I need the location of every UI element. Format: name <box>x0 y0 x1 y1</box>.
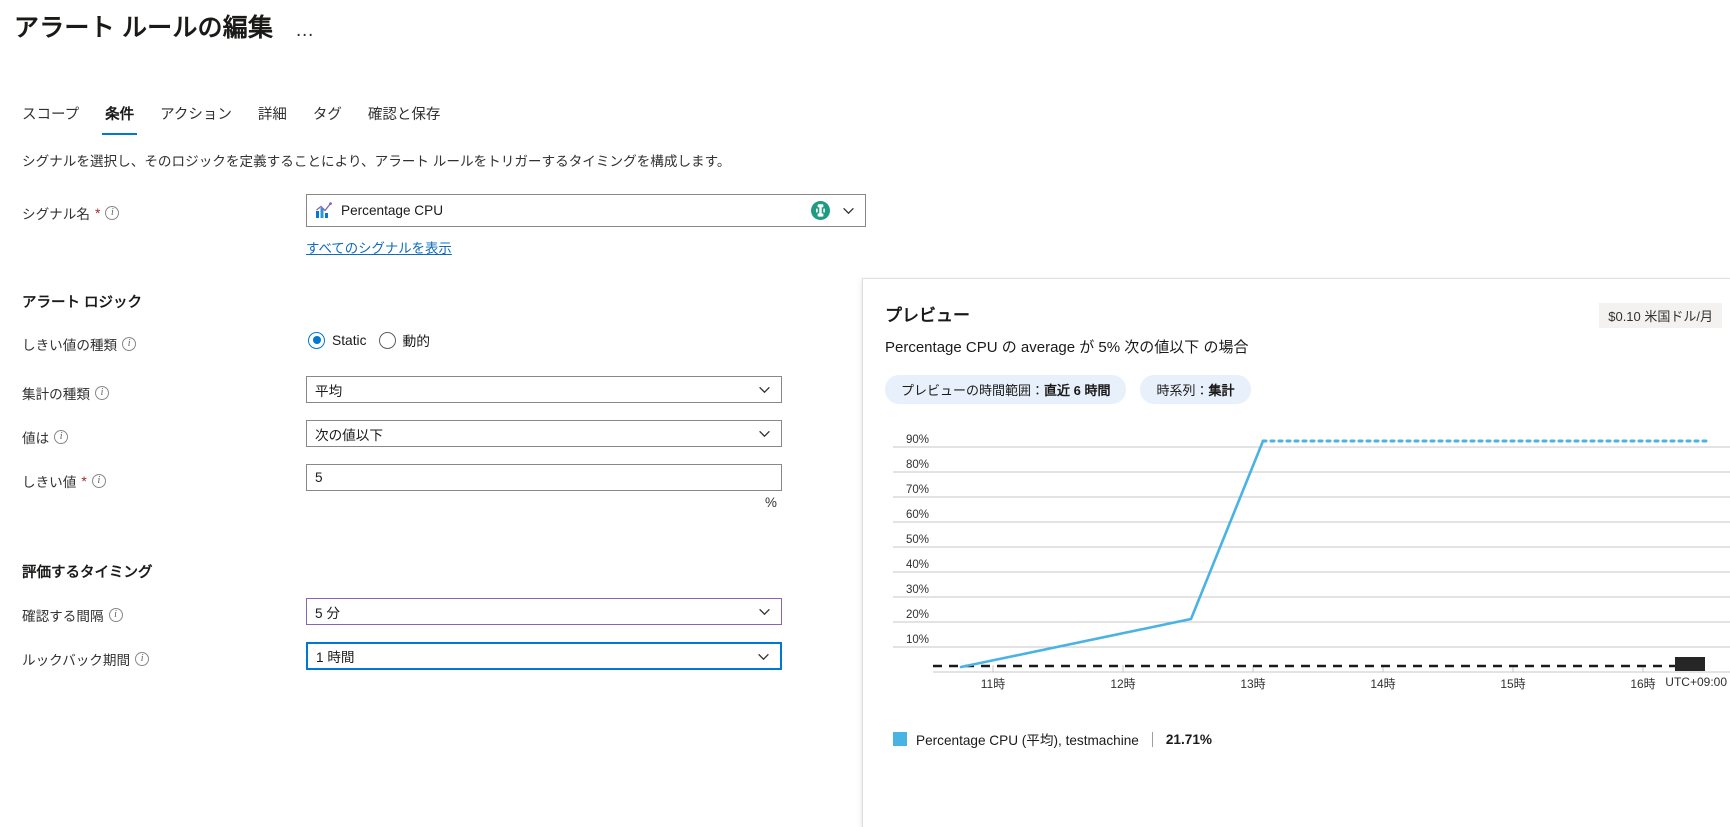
preview-panel: プレビュー $0.10 米国ドル/月 Percentage CPU の aver… <box>862 278 1730 827</box>
x-tick-label: 11時 <box>980 677 1006 691</box>
svg-text:20%: 20% <box>906 609 929 621</box>
x-tick-label: 14時 <box>1370 677 1396 691</box>
chip-time-range-value: 直近 6 時間 <box>1044 383 1111 398</box>
operator-value: 次の値以下 <box>315 427 383 443</box>
chip-time-series[interactable]: 時系列：集計 <box>1140 375 1251 404</box>
page-title: アラート ルールの編集 <box>14 14 274 42</box>
page-header: アラート ルールの編集 … <box>14 8 319 44</box>
required-asterisk: * <box>81 473 87 489</box>
threshold-value-input[interactable]: 5 <box>306 464 782 491</box>
tab-bar: スコープ 条件 アクション 詳細 タグ 確認と保存 <box>22 103 453 135</box>
x-tick-label: 12時 <box>1110 677 1136 691</box>
chevron-down-icon[interactable] <box>839 202 857 220</box>
x-tick-label: 16時 <box>1630 677 1656 691</box>
svg-text:30%: 30% <box>906 584 929 596</box>
svg-text:40%: 40% <box>906 559 929 571</box>
threshold-value-label: しきい値 * i <box>22 471 106 491</box>
chip-time-series-prefix: 時系列： <box>1156 383 1209 398</box>
threshold-value-text: 5 <box>315 470 323 485</box>
bar-chart-icon <box>315 202 332 219</box>
tab-scope[interactable]: スコープ <box>22 107 80 123</box>
alert-logic-heading: アラート ロジック <box>22 295 143 311</box>
preview-chips: プレビューの時間範囲：直近 6 時間 時系列：集計 <box>885 375 1251 404</box>
chevron-down-icon[interactable] <box>755 381 773 399</box>
info-icon[interactable]: i <box>54 430 69 444</box>
legend-color-swatch <box>893 732 907 746</box>
svg-text:70%: 70% <box>906 484 929 496</box>
legend-separator <box>1151 731 1153 747</box>
aggregation-type-value: 平均 <box>315 383 343 399</box>
signal-name-label-text: シグナル名 <box>22 207 90 222</box>
chevron-down-icon[interactable] <box>755 425 773 443</box>
preview-chart: 90% 80% 70% 60% 50% 40% 30% 20% 10% <box>863 425 1730 691</box>
x-tick-label: 13時 <box>1240 677 1266 691</box>
aggregation-type-label-text: 集計の種類 <box>22 387 90 402</box>
preview-description: Percentage CPU の average が 5% 次の値以下 の場合 <box>885 339 1249 356</box>
chip-time-range[interactable]: プレビューの時間範囲：直近 6 時間 <box>885 375 1127 404</box>
svg-text:50%: 50% <box>906 534 929 546</box>
check-every-dropdown[interactable]: 5 分 <box>306 598 782 625</box>
tab-tags[interactable]: タグ <box>312 107 342 123</box>
radio-dot-static <box>308 331 325 349</box>
operator-label-text: 値は <box>22 431 50 446</box>
lookback-label: ルックバック期間 i <box>22 649 150 669</box>
check-every-label: 確認する間隔 i <box>22 605 123 625</box>
info-icon[interactable]: i <box>108 608 123 622</box>
svg-text:10%: 10% <box>906 634 929 646</box>
info-icon[interactable]: i <box>91 474 106 488</box>
info-icon[interactable]: i <box>105 206 120 220</box>
chip-time-series-value: 集計 <box>1208 383 1235 398</box>
tab-actions[interactable]: アクション <box>160 107 232 123</box>
aggregation-type-dropdown[interactable]: 平均 <box>306 376 782 403</box>
required-asterisk: * <box>94 205 101 221</box>
chevron-down-icon[interactable] <box>755 603 773 621</box>
chart-legend[interactable]: Percentage CPU (平均), testmachine 21.71% <box>893 729 1212 749</box>
aggregation-type-label: 集計の種類 i <box>22 383 109 403</box>
info-icon[interactable]: i <box>122 337 137 351</box>
tab-conditions[interactable]: 条件 <box>92 103 147 135</box>
evaluation-heading: 評価するタイミング <box>22 565 153 581</box>
more-options-button[interactable]: … <box>295 20 316 41</box>
operator-label: 値は i <box>22 427 69 447</box>
lookback-dropdown[interactable]: 1 時間 <box>306 642 782 670</box>
chip-time-range-prefix: プレビューの時間範囲： <box>901 383 1045 398</box>
svg-text:60%: 60% <box>906 509 929 521</box>
cost-badge: $0.10 米国ドル/月 <box>1599 303 1722 328</box>
tab-details[interactable]: 詳細 <box>257 107 287 123</box>
svg-text:90%: 90% <box>906 434 929 446</box>
threshold-type-radio-group: Static 動的 <box>308 330 430 350</box>
tab-review-create[interactable]: 確認と保存 <box>367 107 441 123</box>
info-icon[interactable]: i <box>135 652 150 666</box>
radio-static[interactable]: Static <box>308 331 367 349</box>
legend-value: 21.71% <box>1165 731 1212 747</box>
chevron-down-icon[interactable] <box>754 647 772 665</box>
threshold-unit: % <box>765 495 777 510</box>
svg-text:80%: 80% <box>906 459 929 471</box>
radio-dynamic[interactable]: 動的 <box>378 330 431 350</box>
radio-dot-dynamic <box>378 331 396 349</box>
x-tick-label: 15時 <box>1500 677 1526 691</box>
radio-label-dynamic: 動的 <box>402 334 431 349</box>
signal-name-dropdown[interactable]: Percentage CPU <box>306 194 866 227</box>
timezone-label: UTC+09:00 <box>1665 675 1727 689</box>
check-every-label-text: 確認する間隔 <box>22 609 104 624</box>
lookback-value: 1 時間 <box>316 650 355 665</box>
page-subtitle: シグナルを選択し、そのロジックを定義することにより、アラート ルールをトリガーす… <box>22 154 731 169</box>
operator-dropdown[interactable]: 次の値以下 <box>306 420 782 447</box>
threshold-type-label-text: しきい値の種類 <box>22 338 118 353</box>
preview-title: プレビュー <box>885 306 970 325</box>
signal-name-label: シグナル名 * i <box>22 203 120 223</box>
threshold-type-label: しきい値の種類 i <box>22 334 137 354</box>
check-every-value: 5 分 <box>315 605 340 621</box>
metric-source-icon <box>811 201 830 220</box>
radio-label-static: Static <box>332 332 367 348</box>
lookback-label-text: ルックバック期間 <box>22 653 131 668</box>
legend-series-name: Percentage CPU (平均), testmachine <box>916 733 1139 748</box>
info-icon[interactable]: i <box>94 386 109 400</box>
signal-name-value: Percentage CPU <box>341 203 444 218</box>
threshold-value-label-text: しきい値 <box>22 475 77 490</box>
show-all-signals-link[interactable]: すべてのシグナルを表示 <box>306 241 452 256</box>
